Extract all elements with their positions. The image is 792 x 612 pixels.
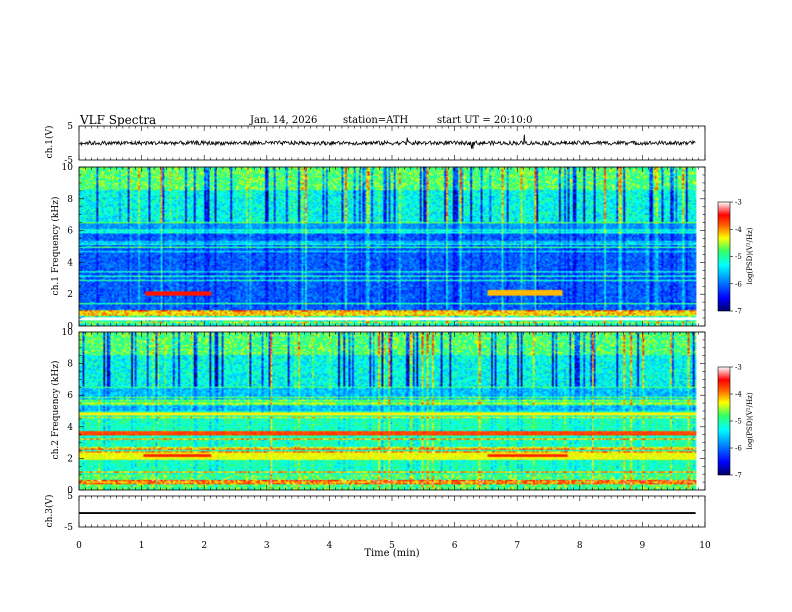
time-axis-label: Time (min) bbox=[364, 548, 419, 559]
y-tick-label: 5 bbox=[67, 122, 73, 132]
y-tick-label: 2 bbox=[67, 454, 73, 464]
y-tick-label: -5 bbox=[64, 523, 73, 533]
ch1-colorbar: log(PSD)(V²/Hz) -3 -4 -5 -6 -7 bbox=[717, 199, 754, 316]
station-label: station=ATH bbox=[343, 115, 409, 126]
y-tick-label: -5 bbox=[64, 156, 73, 166]
ch1-waveform-ylabel: ch.1(V) bbox=[44, 126, 55, 159]
x-tick-label: 9 bbox=[640, 541, 646, 551]
ch1-spectrogram-image bbox=[79, 167, 705, 326]
y-tick-label: 2 bbox=[67, 290, 73, 300]
x-tick-label: 8 bbox=[577, 541, 583, 551]
y-tick-label: 4 bbox=[67, 258, 73, 268]
x-tick-label: 7 bbox=[514, 541, 520, 551]
x-tick-label: 5 bbox=[389, 541, 395, 551]
y-tick-label: 4 bbox=[67, 423, 73, 433]
x-tick-label: 1 bbox=[139, 541, 145, 551]
ch1-colorbar-scale bbox=[717, 201, 731, 312]
colorbar-tick-label: -5 bbox=[735, 253, 742, 261]
colorbar-tick-label: -6 bbox=[735, 280, 742, 288]
x-tick-label: 0 bbox=[76, 541, 82, 551]
y-tick-label: 5 bbox=[67, 492, 73, 502]
colorbar-tick-label: -5 bbox=[735, 418, 742, 426]
colorbar-tick-label: -6 bbox=[735, 445, 742, 453]
time-axis: 0 1 2 3 4 5 6 7 8 9 10 bbox=[76, 541, 711, 551]
figure-title: VLF Spectra bbox=[79, 113, 156, 127]
ch3-waveform-trace bbox=[79, 512, 696, 514]
ch1-waveform-trace bbox=[78, 134, 696, 149]
ch1-spectrogram-ylabel: ch.1 Frequency (kHz) bbox=[50, 197, 61, 296]
ch2-spectrogram-ylabel: ch.2 Frequency (kHz) bbox=[50, 361, 61, 460]
colorbar-tick-label: -3 bbox=[735, 364, 742, 372]
x-tick-label: 10 bbox=[699, 541, 711, 551]
y-tick-label: 6 bbox=[67, 391, 73, 401]
x-tick-label: 3 bbox=[264, 541, 270, 551]
ch2-spectrogram-image bbox=[79, 332, 705, 490]
colorbar-tick-label: -7 bbox=[735, 472, 742, 480]
waveform-traces bbox=[78, 134, 696, 514]
colorbar-tick-label: -7 bbox=[735, 308, 742, 316]
date-label: Jan. 14, 2026 bbox=[249, 115, 317, 126]
y-tick-label: 10 bbox=[62, 328, 74, 338]
ch3-waveform-ylabel: ch.3(V) bbox=[44, 495, 55, 528]
colorbar-tick-label: -4 bbox=[735, 391, 742, 399]
x-tick-label: 2 bbox=[201, 541, 207, 551]
x-tick-label: 6 bbox=[452, 541, 458, 551]
colorbar-tick-label: -3 bbox=[735, 199, 742, 207]
ch2-colorbar: log(PSD)(V²/Hz) -3 -4 -5 -6 -7 bbox=[717, 364, 754, 480]
y-tick-label: 0 bbox=[67, 322, 73, 332]
y-tick-label: 0 bbox=[67, 486, 73, 496]
ch2-colorbar-scale bbox=[717, 366, 731, 476]
start-ut-label: start UT = 20:10:0 bbox=[437, 115, 532, 126]
colorbar-tick-label: -4 bbox=[735, 226, 742, 234]
ch1-colorbar-label: log(PSD)(V²/Hz) bbox=[746, 227, 754, 284]
y-tick-label: 6 bbox=[67, 227, 73, 237]
ch2-colorbar-label: log(PSD)(V²/Hz) bbox=[746, 392, 754, 449]
y-tick-label: 8 bbox=[67, 360, 73, 370]
y-tick-label: 10 bbox=[62, 163, 74, 173]
x-tick-label: 4 bbox=[327, 541, 333, 551]
y-tick-label: 8 bbox=[67, 195, 73, 205]
spectrogram-images bbox=[79, 167, 705, 490]
